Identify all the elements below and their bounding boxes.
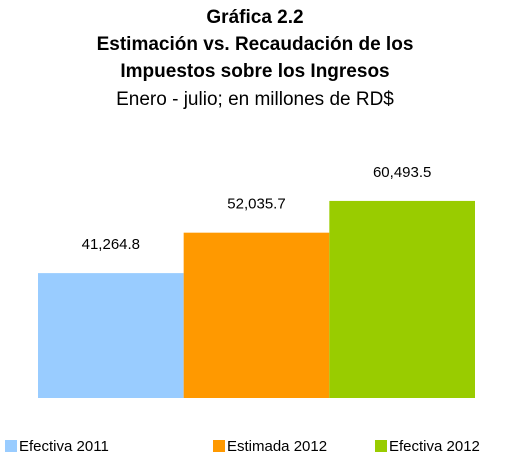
bar (38, 273, 184, 398)
data-label: 41,264.8 (82, 236, 140, 253)
legend-label: Estimada 2012 (227, 438, 327, 455)
bar (329, 200, 475, 398)
data-label: 60,493.5 (373, 164, 431, 181)
chart-title: Gráfica 2.2 (206, 7, 303, 28)
legend-swatch (5, 440, 17, 452)
chart-title: Estimación vs. Recaudación de los (97, 34, 414, 55)
legend-label: Efectiva 2012 (389, 438, 480, 455)
legend-swatch (213, 440, 225, 452)
legend-swatch (375, 440, 387, 452)
data-label: 52,035.7 (227, 196, 285, 213)
chart-title: Impuestos sobre los Ingresos (120, 61, 389, 82)
bar (183, 232, 330, 398)
legend-label: Efectiva 2011 (19, 438, 109, 455)
chart-subtitle: Enero - julio; en millones de RD$ (116, 89, 394, 110)
